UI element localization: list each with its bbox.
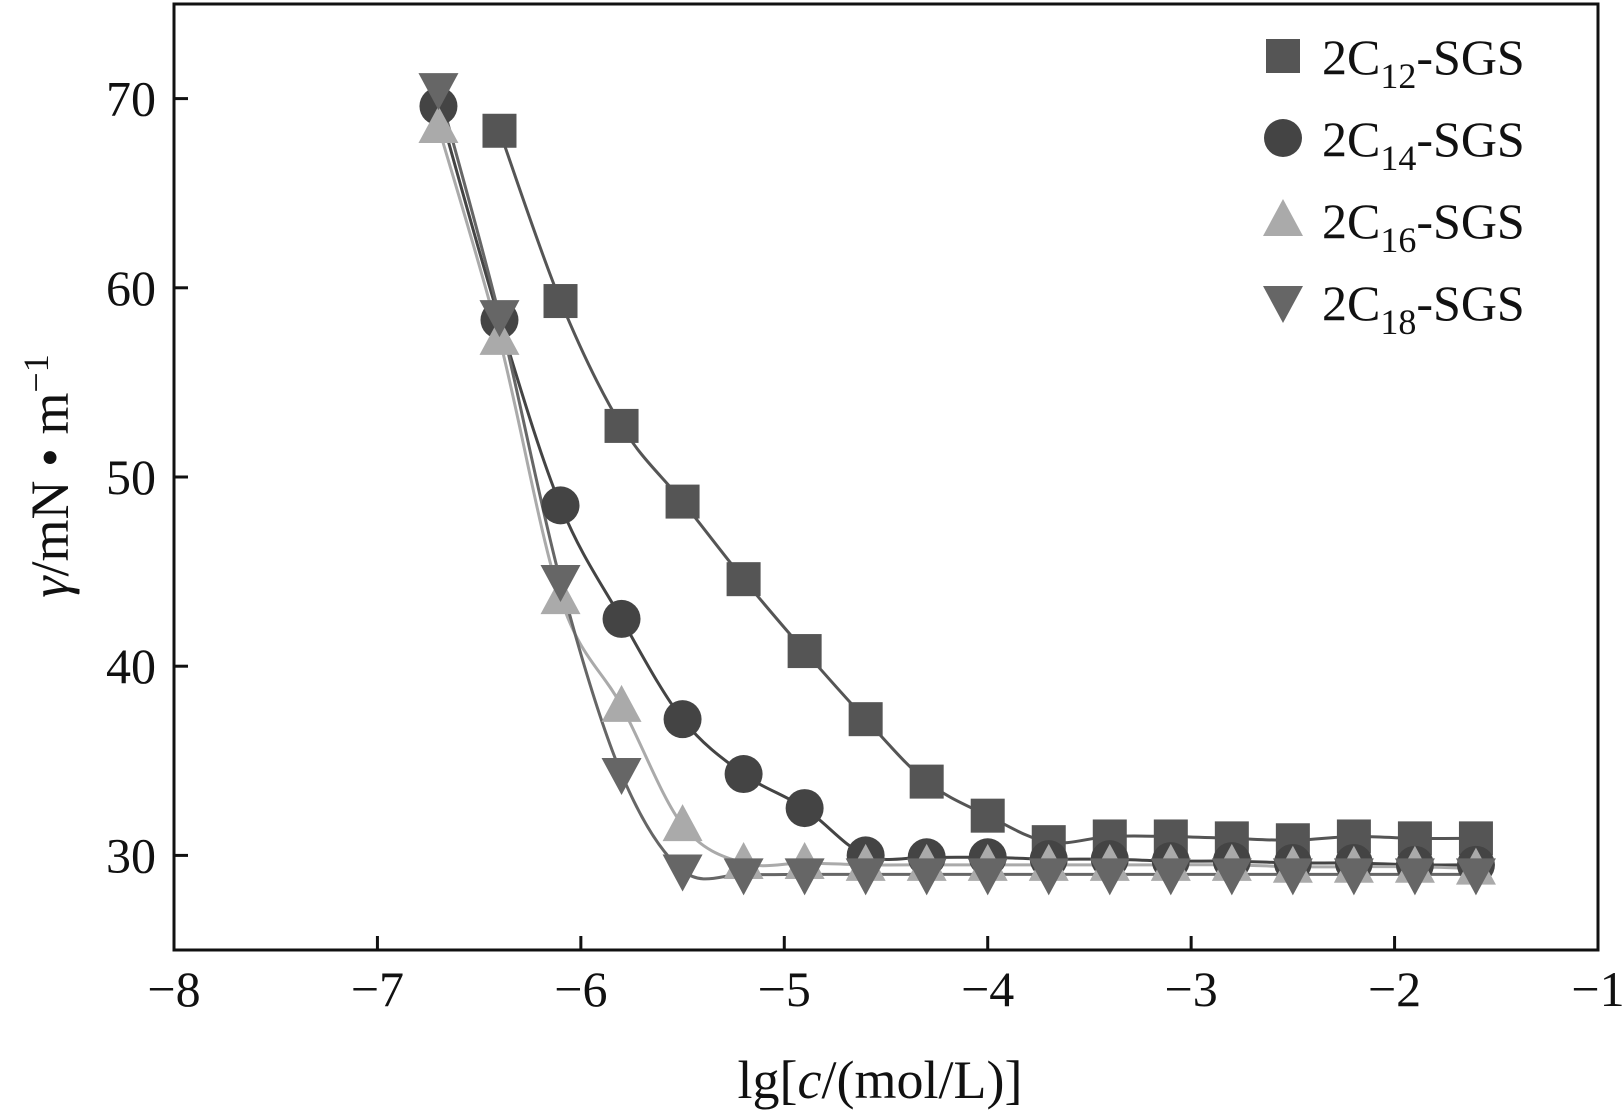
x-tick-label: −8 [147,961,200,1017]
series-line [437,105,1476,867]
data-point [665,484,700,519]
data-point [1089,858,1130,896]
legend-marker [1263,286,1303,323]
legend-label-sub: 18 [1380,302,1416,342]
series-line [437,126,1476,871]
legend-label-sub: 14 [1380,138,1416,178]
data-point [967,858,1008,896]
data-point [1211,858,1252,896]
legend-label-prefix: 2C [1322,111,1380,167]
data-point [787,634,822,669]
y-axis-label: γ/mN • m−1 [16,354,80,598]
data-point [482,113,517,148]
data-point [970,798,1005,833]
legend-label-prefix: 2C [1322,29,1380,85]
marker-layer [418,73,1496,896]
data-point [845,858,886,896]
legend-marker [1264,119,1302,157]
x-axis-label: lg[c/(mol/L)] [738,1050,1023,1110]
legend-label: 2C16-SGS [1322,193,1525,260]
legend-label-suffix: -SGS [1416,111,1524,167]
y-axis-label-unit: /mN • m [20,393,80,577]
data-point [726,562,761,597]
data-point [601,684,642,722]
legend-label-suffix: -SGS [1416,29,1524,85]
data-point [543,284,578,319]
y-axis-label-var: γ [20,575,80,598]
data-point [604,408,639,443]
x-tick-label: −6 [554,961,607,1017]
legend-label-sub: 16 [1380,220,1416,260]
series-line [437,88,1476,881]
legend-label: 2C14-SGS [1322,111,1525,178]
curve-layer [437,88,1476,881]
data-point [909,764,944,799]
x-tick-label: −5 [758,961,811,1017]
y-tick-label: 30 [106,827,156,883]
y-tick-label: 40 [106,638,156,694]
data-point [724,755,763,794]
y-tick-label: 60 [106,260,156,316]
legend-label-suffix: -SGS [1416,193,1524,249]
data-point [1272,858,1313,896]
data-point [785,789,824,828]
data-point [540,565,581,603]
data-point [418,105,459,143]
data-point [1150,858,1191,896]
legend-label-prefix: 2C [1322,193,1380,249]
data-point [1333,858,1374,896]
data-point [541,486,580,525]
data-point [1394,858,1435,896]
x-tick-label: −7 [351,961,404,1017]
legend-marker [1263,199,1303,236]
legend-marker [1266,39,1300,73]
data-point [906,858,947,896]
data-point [784,858,825,896]
data-point [848,702,883,737]
data-point [662,804,703,842]
data-point [479,300,520,338]
legend-label-prefix: 2C [1322,275,1380,331]
y-axis-ticks: 30 40 50 60 70 [106,71,188,883]
x-axis-ticks: −8 −7 −6 −5 −4 −3 −2 −1 [147,936,1624,1017]
x-axis-label-post: /(mol/L)] [822,1050,1023,1110]
legend-label: 2C18-SGS [1322,275,1525,342]
data-point [1028,858,1069,896]
x-tick-label: −2 [1368,961,1421,1017]
y-tick-label: 70 [106,71,156,127]
y-tick-label: 50 [106,449,156,505]
data-point [663,700,702,739]
y-axis-label-exp: −1 [16,354,56,392]
data-point [723,858,764,896]
data-point [418,73,459,111]
x-tick-label: −3 [1165,961,1218,1017]
data-point [1455,858,1496,896]
legend-label-suffix: -SGS [1416,275,1524,331]
x-tick-label: −1 [1571,961,1624,1017]
x-axis-label-var: c [798,1050,822,1110]
x-tick-label: −4 [961,961,1014,1017]
legend-label-sub: 12 [1380,56,1416,96]
legend-label: 2C12-SGS [1322,29,1525,96]
data-point [601,758,642,796]
x-axis-label-pre: lg[ [738,1050,798,1110]
data-point [662,854,703,892]
data-point [602,599,641,638]
